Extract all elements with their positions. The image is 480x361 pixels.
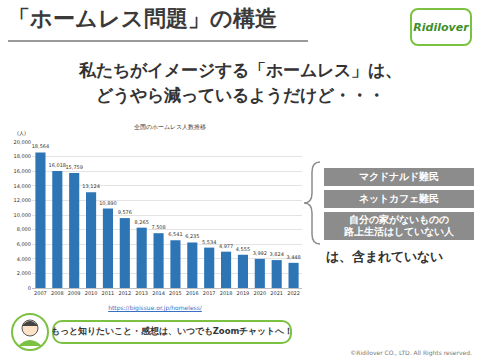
svg-text:9,576: 9,576 xyxy=(118,209,132,215)
html-text:もっと知りたいこと・感想は、いつでもZoomチャットへ！: もっと知りたいこと・感想は、いつでもZoomチャットへ！ xyxy=(50,326,294,336)
html-text:自分の家がないものの: 自分の家がないものの xyxy=(349,214,449,225)
svg-text:10,000: 10,000 xyxy=(14,212,32,218)
svg-text:3,824: 3,824 xyxy=(270,251,284,257)
html-text:は、含まれていない: は、含まれていない xyxy=(326,249,443,264)
svg-text:2017: 2017 xyxy=(203,290,216,296)
svg-text:13,124: 13,124 xyxy=(82,183,100,189)
svg-text:16,018: 16,018 xyxy=(49,162,67,168)
html-text:路上生活はしていない人: 路上生活はしていない人 xyxy=(344,226,454,237)
svg-text:2018: 2018 xyxy=(220,290,233,296)
svg-text:4,555: 4,555 xyxy=(236,246,250,252)
html-text:©Ridilover CO., LTD. All Right: ©Ridilover CO., LTD. All Rights reserved… xyxy=(350,349,472,356)
svg-text:2007: 2007 xyxy=(34,290,47,296)
svg-text:2022: 2022 xyxy=(287,290,300,296)
svg-text:6,235: 6,235 xyxy=(185,233,199,239)
svg-text:7,508: 7,508 xyxy=(151,224,165,230)
svg-text:8,265: 8,265 xyxy=(135,219,149,225)
svg-text:3,992: 3,992 xyxy=(253,250,267,256)
svg-text:16,000: 16,000 xyxy=(14,168,32,174)
svg-text:0: 0 xyxy=(28,285,31,291)
svg-text:6,541: 6,541 xyxy=(168,231,182,237)
svg-text:15,759: 15,759 xyxy=(65,164,83,170)
html-text:Ridilover: Ridilover xyxy=(413,20,469,34)
html-text:どうやら減っているようだけど・・・: どうやら減っているようだけど・・・ xyxy=(95,85,385,105)
html-text:私たちがイメージする「ホームレス」は、: 私たちがイメージする「ホームレス」は、 xyxy=(78,60,402,80)
svg-text:5,534: 5,534 xyxy=(202,239,216,245)
html-text:ネットカフェ難民: ネットカフェ難民 xyxy=(359,193,439,204)
svg-text:全国のホームレス人数推移: 全国のホームレス人数推移 xyxy=(134,123,206,130)
svg-text:2015: 2015 xyxy=(169,290,182,296)
svg-text:2009: 2009 xyxy=(68,290,81,296)
svg-text:18,564: 18,564 xyxy=(32,143,50,149)
html-text:マクドナルド難民: マクドナルド難民 xyxy=(359,171,439,182)
svg-text:4,000: 4,000 xyxy=(17,256,31,262)
html-text:「ホームレス問題」の構造: 「ホームレス問題」の構造 xyxy=(8,6,277,31)
svg-text:18,000: 18,000 xyxy=(14,153,32,159)
svg-text:2013: 2013 xyxy=(135,290,148,296)
svg-text:6,000: 6,000 xyxy=(17,241,31,247)
svg-text:3,448: 3,448 xyxy=(286,254,300,260)
svg-text:10,890: 10,890 xyxy=(99,200,117,206)
svg-text:14,000: 14,000 xyxy=(14,183,32,189)
svg-text:2014: 2014 xyxy=(152,290,165,296)
svg-text:2,000: 2,000 xyxy=(17,270,31,276)
svg-text:2011: 2011 xyxy=(102,290,115,296)
svg-text:2012: 2012 xyxy=(118,290,131,296)
svg-text:2021: 2021 xyxy=(270,290,283,296)
svg-text:2020: 2020 xyxy=(253,290,266,296)
svg-text:4,977: 4,977 xyxy=(219,243,233,249)
svg-text:2019: 2019 xyxy=(237,290,250,296)
html-text:https://bigissue.or.jp/homeles: https://bigissue.or.jp/homeless/ xyxy=(108,304,202,311)
svg-text:(人): (人) xyxy=(17,130,26,136)
svg-text:2008: 2008 xyxy=(51,290,64,296)
svg-text:12,000: 12,000 xyxy=(14,197,32,203)
svg-text:2016: 2016 xyxy=(186,290,199,296)
svg-text:8,000: 8,000 xyxy=(17,226,31,232)
svg-text:2010: 2010 xyxy=(85,290,98,296)
svg-text:20,000: 20,000 xyxy=(14,139,32,145)
